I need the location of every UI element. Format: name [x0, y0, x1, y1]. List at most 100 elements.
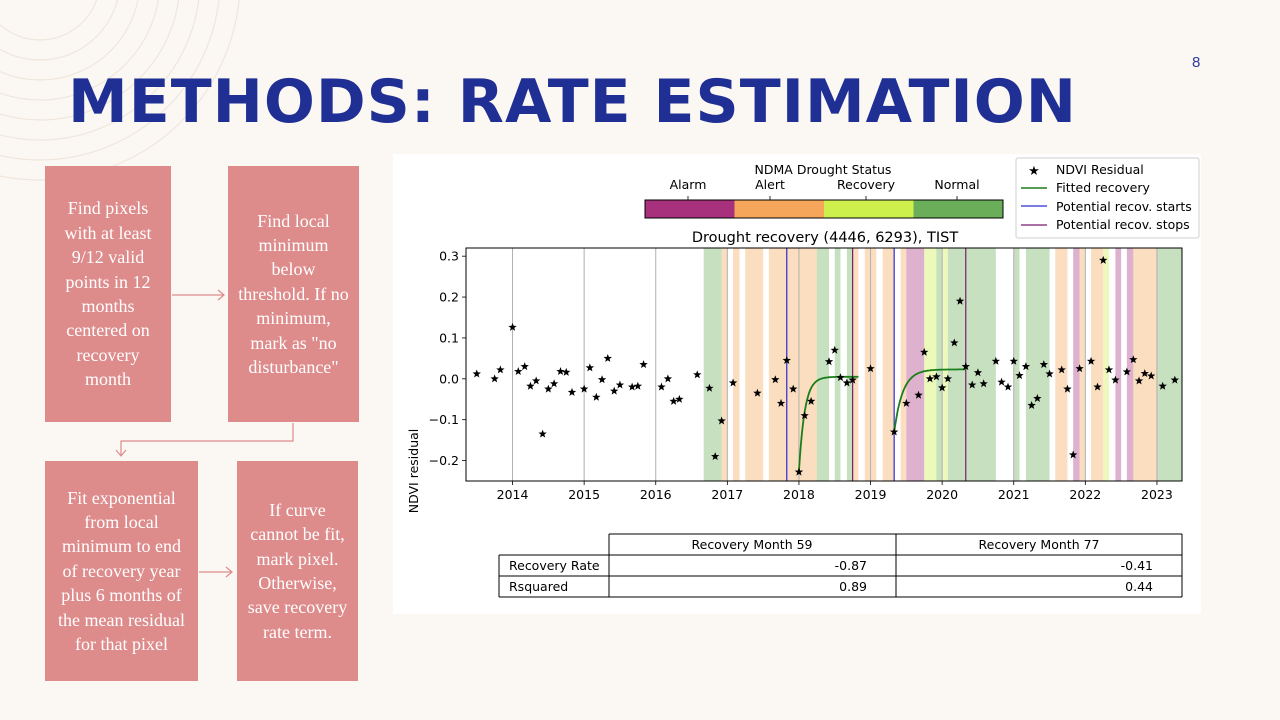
ndvi-point-40	[806, 396, 816, 405]
status-band-2	[733, 248, 740, 481]
ndvi-point-60	[979, 379, 988, 388]
ndvi-point-70	[1045, 369, 1054, 378]
table-cell-rate-77: -0.41	[1121, 558, 1153, 573]
ndvi-point-0	[472, 369, 481, 378]
x-tick-label-2018: 2018	[783, 487, 815, 502]
ndvi-point-56	[955, 296, 965, 305]
ndvi-point-85	[1158, 381, 1167, 390]
x-tick-label-2021: 2021	[998, 487, 1030, 502]
status-band-24	[1079, 248, 1086, 481]
ndvi-point-86	[1170, 375, 1180, 384]
status-band-6	[816, 248, 830, 481]
ndvi-point-53	[937, 383, 947, 392]
flow-step-3-text: Fit exponential from local minimum to en…	[58, 487, 185, 655]
ndvi-point-73	[1068, 450, 1078, 459]
ndvi-point-5	[520, 362, 529, 371]
status-band-14	[906, 248, 925, 481]
ndvi-point-77	[1099, 255, 1108, 264]
status-band-8	[846, 248, 853, 481]
status-band-4	[768, 248, 799, 481]
ndvi-point-29	[705, 383, 714, 392]
flow-step-3: Fit exponential from local minimum to en…	[45, 461, 198, 681]
status-band-13	[900, 248, 907, 481]
chart-legend: ★ NDVI Residual Fitted recovery Potentia…	[1015, 157, 1200, 239]
ndma-label-alarm: Alarm	[670, 177, 707, 192]
y-tick-label-5: 0.3	[439, 249, 459, 264]
fitted-recovery-curve-0	[798, 375, 859, 473]
ndvi-point-69	[1039, 360, 1048, 369]
ndma-colorbar-title: NDMA Drought Status	[755, 162, 892, 177]
ndvi-point-42	[830, 345, 839, 354]
ndvi-point-3	[508, 322, 517, 331]
status-band-23	[1073, 248, 1080, 481]
legend-label-stops: Potential recov. stops	[1056, 217, 1190, 232]
ndvi-point-75	[1086, 356, 1096, 365]
ndvi-point-43	[836, 373, 845, 382]
ndvi-point-57	[961, 362, 970, 371]
ndvi-point-35	[776, 398, 786, 407]
ndma-label-alert: Alert	[755, 177, 785, 192]
ndvi-point-47	[889, 427, 899, 436]
ndvi-point-79	[1111, 375, 1120, 384]
ndvi-point-15	[585, 363, 595, 372]
status-band-19	[965, 248, 996, 481]
legend-label-starts: Potential recov. starts	[1056, 199, 1192, 214]
x-tick-label-2014: 2014	[497, 487, 529, 502]
ndvi-point-16	[592, 392, 601, 401]
ndvi-point-30	[710, 452, 720, 461]
ndvi-point-25	[663, 374, 673, 383]
status-band-28	[1126, 248, 1134, 481]
colorbar-frame	[644, 199, 1004, 219]
ndvi-point-45	[848, 375, 857, 384]
ndvi-point-26	[669, 396, 678, 405]
status-band-21	[1025, 248, 1050, 481]
ndvi-point-62	[997, 377, 1006, 386]
legend-label-ndvi: NDVI Residual	[1056, 162, 1144, 177]
y-axis-label: NDVI residual	[406, 429, 421, 514]
y-tick-label-1: −0.1	[429, 412, 459, 427]
ndvi-point-61	[991, 356, 1001, 365]
ndvi-point-1	[490, 374, 499, 383]
arrow-step2-to-step3	[115, 423, 294, 457]
status-band-20	[1013, 248, 1020, 481]
chart-title: Drought recovery (4446, 6293), TIST	[692, 230, 959, 246]
ndvi-point-52	[932, 372, 941, 381]
status-band-30	[1156, 248, 1182, 481]
ndvi-point-68	[1033, 394, 1042, 402]
ndvi-point-76	[1093, 382, 1102, 391]
ndvi-point-49	[914, 390, 923, 399]
ndvi-point-54	[943, 374, 953, 383]
status-band-7	[834, 248, 841, 481]
ndvi-point-55	[950, 338, 959, 347]
ndvi-point-65	[1015, 371, 1024, 380]
ndma-colorbar: NDMA Drought Status Alarm Alert Recovery…	[644, 162, 1004, 219]
status-band-18	[947, 248, 966, 481]
status-band-16	[936, 248, 943, 481]
ndvi-point-27	[675, 394, 684, 403]
ndvi-point-2	[496, 365, 505, 374]
drought-recovery-chart: NDMA Drought Status Alarm Alert Recovery…	[406, 157, 1200, 598]
y-tick-label-3: 0.1	[439, 330, 459, 345]
ndvi-point-46	[866, 364, 875, 373]
ndvi-point-72	[1063, 384, 1072, 393]
ndvi-point-39	[800, 411, 809, 420]
ndvi-point-67	[1027, 400, 1036, 409]
ndvi-point-28	[693, 370, 702, 379]
ndvi-point-59	[973, 368, 983, 377]
status-band-22	[1055, 248, 1068, 481]
ndvi-point-22	[633, 381, 643, 390]
ndma-label-normal: Normal	[934, 177, 979, 192]
x-tick-label-2023: 2023	[1141, 487, 1173, 502]
table-header-month77: Recovery Month 77	[979, 537, 1100, 552]
ndvi-point-12	[562, 367, 571, 376]
ndvi-point-24	[657, 382, 666, 391]
plot-frame	[465, 247, 1183, 482]
ndvi-point-50	[920, 347, 929, 356]
ndvi-point-51	[925, 374, 935, 383]
ndvi-point-8	[538, 429, 547, 438]
ndvi-point-37	[789, 384, 798, 393]
x-tick-label-2016: 2016	[640, 487, 672, 502]
colorbar-cell-recovery	[824, 200, 914, 218]
table-cell-rsq-59: 0.89	[839, 579, 867, 594]
ndvi-point-11	[556, 367, 565, 376]
